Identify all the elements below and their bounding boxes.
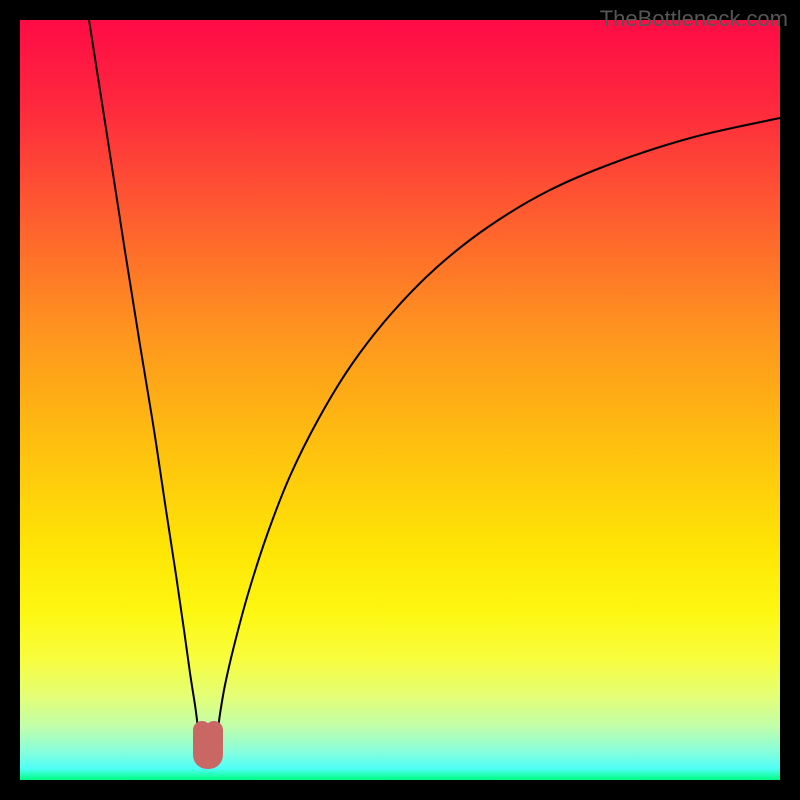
bottleneck-chart-svg <box>0 0 800 800</box>
valley-marker <box>202 730 214 760</box>
plot-area <box>20 20 780 780</box>
chart-container: TheBottleneck.com <box>0 0 800 800</box>
watermark-label: TheBottleneck.com <box>600 6 788 32</box>
